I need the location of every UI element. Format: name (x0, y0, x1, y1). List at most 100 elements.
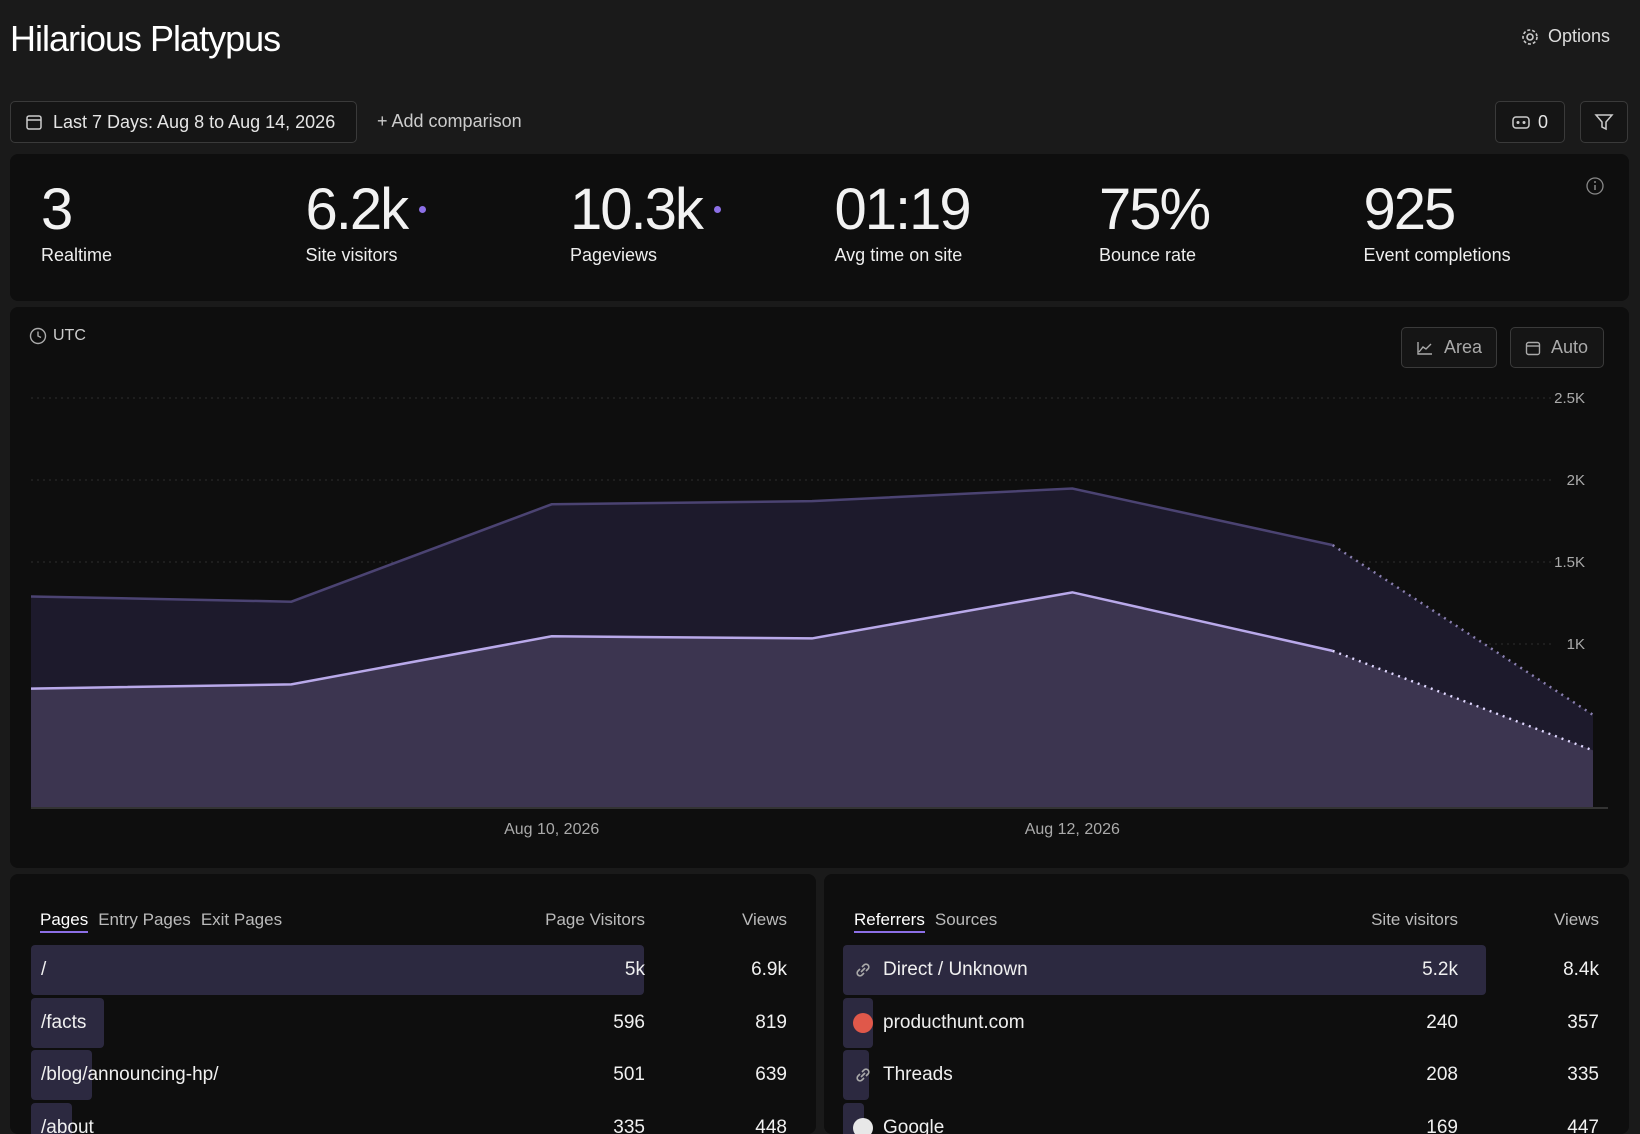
y-tick-label: 2K (1567, 472, 1585, 489)
stat-row: 925 (1364, 176, 1511, 243)
link-icon (853, 1065, 873, 1085)
stat-row: 3 (41, 176, 112, 243)
views-value: 357 (1567, 1012, 1599, 1034)
info-icon (1585, 176, 1605, 196)
column-header: Site visitors (1371, 910, 1458, 930)
options-label: Options (1548, 26, 1610, 47)
visitors-value: 208 (1426, 1064, 1458, 1086)
visitors-value: 240 (1426, 1012, 1458, 1034)
views-value: 448 (755, 1117, 787, 1134)
tabs: Pages Entry Pages Exit Pages (40, 910, 292, 933)
views-value: 819 (755, 1012, 787, 1034)
chart-type-button[interactable]: Area (1401, 327, 1497, 368)
stat-row: 01:19 (835, 176, 970, 243)
stat-value: 01:19 (835, 176, 970, 243)
tab[interactable]: Referrers (854, 910, 925, 933)
stat-label: Avg time on site (835, 245, 970, 266)
y-tick-label: 1.5K (1554, 554, 1585, 571)
pages-panel: Pages Entry Pages Exit Pages Page Visitors V… (10, 874, 816, 1134)
visitors-value: 5.2k (1422, 959, 1458, 981)
y-tick-label: 1K (1567, 636, 1585, 653)
stat-value: 10.3k (570, 176, 702, 243)
row-bar (31, 945, 644, 995)
stat-value: 3 (41, 176, 71, 243)
interval-label: Auto (1551, 337, 1588, 358)
date-range-button[interactable]: Last 7 Days: Aug 8 to Aug 14, 2026 (10, 101, 357, 143)
row-label[interactable]: producthunt.com (883, 1012, 1025, 1034)
stat-label: Pageviews (570, 245, 721, 266)
referrers-panel: Referrers Sources Site visitors Views Direct… (824, 874, 1629, 1134)
stat-row: 10.3k (570, 176, 721, 243)
bot-count: 0 (1538, 112, 1548, 133)
interval-button[interactable]: Auto (1510, 327, 1604, 368)
stat: 75%Bounce rate (1099, 176, 1209, 266)
visitors-value: 501 (613, 1064, 645, 1086)
views-value: 8.4k (1563, 959, 1599, 981)
row-label[interactable]: / (41, 959, 46, 981)
tab[interactable]: Pages (40, 910, 88, 933)
views-value: 447 (1567, 1117, 1599, 1134)
link-icon (853, 960, 873, 980)
stat-label: Bounce rate (1099, 245, 1209, 266)
x-tick-label: Aug 12, 2026 (1025, 821, 1120, 838)
options-button[interactable]: Options (1520, 26, 1610, 47)
stat-label: Realtime (41, 245, 112, 266)
tabs: Referrers Sources (854, 910, 1007, 933)
visitors-value: 596 (613, 1012, 645, 1034)
stat-label: Site visitors (306, 245, 427, 266)
stat-row: 6.2k (306, 176, 427, 243)
row-label[interactable]: Google (883, 1117, 944, 1134)
row-label[interactable]: /facts (41, 1012, 86, 1034)
date-range-label: Last 7 Days: Aug 8 to Aug 14, 2026 (53, 112, 335, 133)
filter-icon (1594, 112, 1614, 132)
filter-button[interactable] (1580, 101, 1628, 143)
clock-icon (29, 327, 47, 345)
views-value: 6.9k (751, 959, 787, 981)
timezone: UTC (29, 327, 86, 345)
bot-icon (1510, 113, 1532, 131)
views-value: 335 (1567, 1064, 1599, 1086)
timezone-label: UTC (53, 327, 86, 345)
source-icon (853, 960, 873, 980)
calendar-icon (1525, 340, 1541, 356)
source-icon (853, 1065, 873, 1085)
comparison-dot (419, 206, 426, 213)
tab[interactable]: Sources (935, 910, 997, 933)
column-header: Views (1554, 910, 1599, 930)
comparison-dot (714, 206, 721, 213)
y-tick-label: 2.5K (1554, 390, 1585, 407)
area-icon (1416, 340, 1434, 356)
row-label[interactable]: /blog/announcing-hp/ (41, 1064, 218, 1086)
row-label[interactable]: Threads (883, 1064, 953, 1086)
visitors-value: 335 (613, 1117, 645, 1134)
stat-value: 925 (1364, 176, 1455, 243)
x-tick-label: Aug 10, 2026 (504, 821, 599, 838)
stat-label: Event completions (1364, 245, 1511, 266)
tab[interactable]: Exit Pages (201, 910, 282, 933)
chart-type-label: Area (1444, 337, 1482, 358)
row-label[interactable]: /about (41, 1117, 94, 1134)
row-label[interactable]: Direct / Unknown (883, 959, 1028, 981)
add-comparison[interactable]: + Add comparison (377, 111, 522, 132)
visitors-value: 169 (1426, 1117, 1458, 1134)
column-header: Page Visitors (545, 910, 645, 930)
stat-value: 75% (1099, 176, 1209, 243)
tab[interactable]: Entry Pages (98, 910, 191, 933)
views-value: 639 (755, 1064, 787, 1086)
column-header: Views (742, 910, 787, 930)
bot-filter-button[interactable]: 0 (1495, 101, 1565, 143)
source-icon (853, 1013, 873, 1033)
calendar-icon (25, 113, 43, 131)
site-title: Hilarious Platypus (10, 18, 280, 60)
stat-row: 75% (1099, 176, 1209, 243)
stat-value: 6.2k (306, 176, 408, 243)
